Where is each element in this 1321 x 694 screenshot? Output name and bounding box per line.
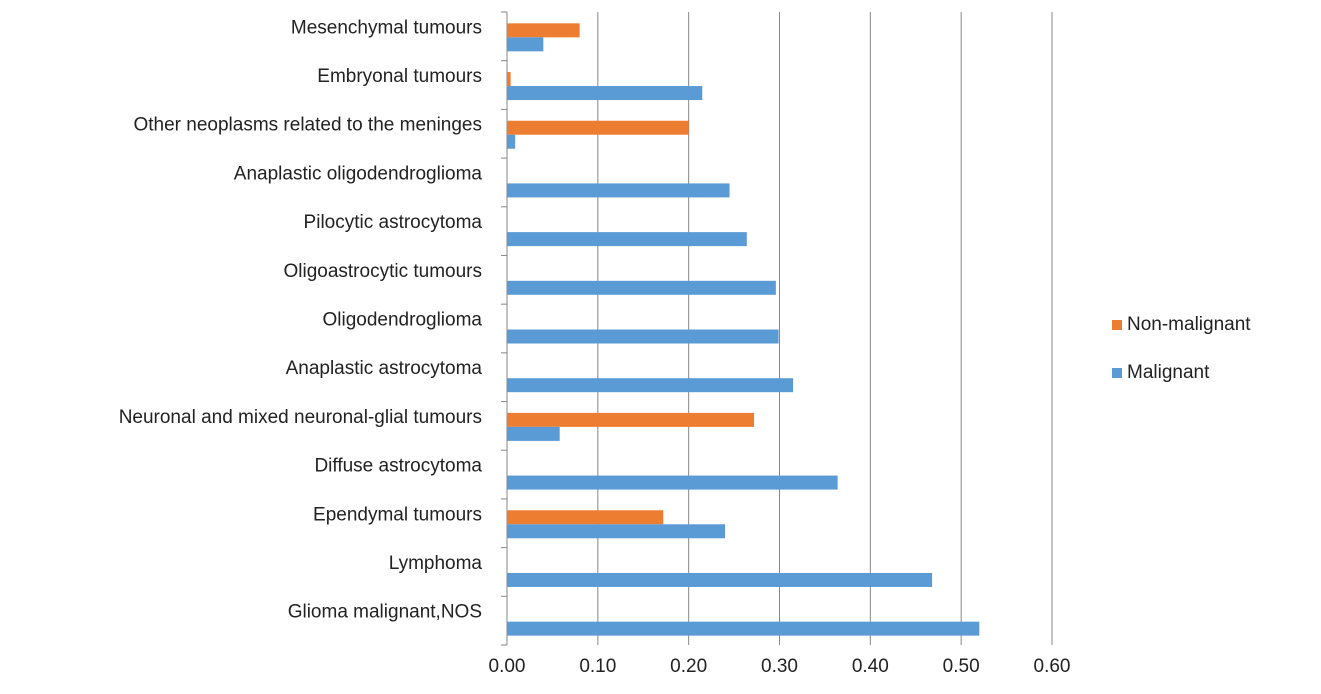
- bar: [507, 475, 838, 490]
- bar: [507, 524, 725, 539]
- legend-swatch: [1112, 368, 1122, 378]
- y-tick-label: Oligoastrocytic tumours: [283, 261, 482, 282]
- bar: [507, 280, 776, 295]
- bar: [507, 378, 794, 393]
- y-tick-label: Ependymal tumours: [313, 504, 482, 525]
- x-tick-label: 0.60: [1034, 656, 1071, 677]
- bar: [507, 183, 730, 198]
- x-tick-label: 0.30: [761, 656, 798, 677]
- y-tick-label: Diffuse astrocytoma: [314, 456, 482, 477]
- bar: [507, 120, 689, 135]
- bar: [507, 426, 560, 441]
- legend-label: Malignant: [1127, 362, 1210, 383]
- y-tick-label: Embryonal tumours: [317, 66, 482, 87]
- legend-swatch: [1112, 320, 1122, 330]
- y-tick-label: Anaplastic astrocytoma: [286, 358, 483, 379]
- bar: [507, 86, 703, 101]
- bar: [507, 329, 779, 344]
- y-tick-label: Neuronal and mixed neuronal-glial tumour…: [119, 407, 482, 428]
- y-tick-label: Pilocytic astrocytoma: [304, 212, 483, 233]
- x-tick-label: 0.10: [579, 656, 616, 677]
- x-tick-label: 0.50: [943, 656, 980, 677]
- x-tick-label: 0.20: [670, 656, 707, 677]
- x-tick-label: 0.40: [852, 656, 889, 677]
- bar: [507, 23, 580, 38]
- bar: [507, 572, 933, 587]
- legend-label: Non-malignant: [1127, 314, 1251, 335]
- bar: [507, 72, 511, 87]
- x-tick-label: 0.00: [489, 656, 526, 677]
- bar: [507, 412, 755, 427]
- y-tick-label: Mesenchymal tumours: [291, 17, 482, 38]
- y-tick-label: Anaplastic oligodendroglioma: [234, 163, 483, 184]
- bar: [507, 510, 664, 525]
- bar: [507, 621, 980, 636]
- y-tick-label: Lymphoma: [389, 553, 483, 574]
- y-tick-label: Oligodendroglioma: [323, 310, 483, 331]
- bar: [507, 134, 516, 149]
- bar: [507, 37, 544, 52]
- bar: [507, 232, 747, 247]
- y-tick-label: Glioma malignant,NOS: [288, 602, 482, 623]
- y-tick-label: Other neoplasms related to the meninges: [133, 115, 482, 136]
